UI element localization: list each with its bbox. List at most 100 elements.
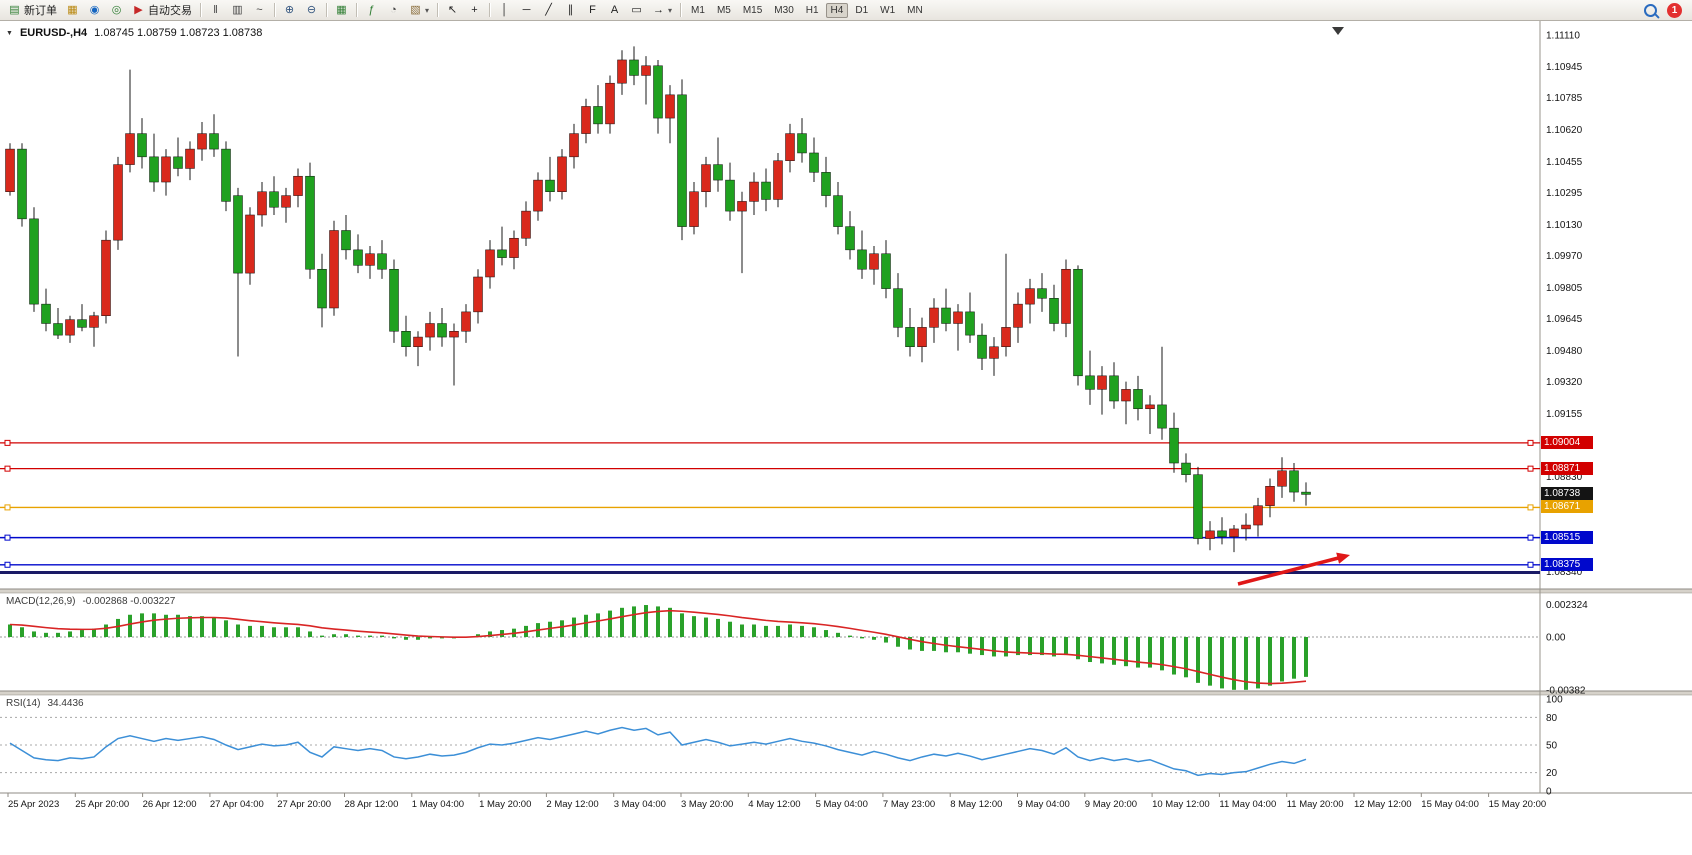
rsi-axis-label: 20 (1546, 768, 1558, 779)
time-axis-label: 5 May 04:00 (816, 799, 868, 810)
text-button[interactable]: A (604, 1, 625, 20)
pane-separator[interactable] (0, 691, 1692, 695)
fibonacci-button[interactable]: F (582, 1, 603, 20)
candle-bearish (1037, 288, 1047, 299)
candle-bullish (521, 210, 531, 239)
line-handle[interactable] (1527, 561, 1534, 568)
chart-window-button[interactable]: ▦ (62, 1, 83, 20)
horizontal-line-button[interactable]: ─ (516, 1, 537, 20)
price-axis-label: 1.10295 (1546, 188, 1583, 199)
notification-badge[interactable]: 1 (1667, 2, 1682, 18)
line-handle[interactable] (1527, 534, 1534, 541)
candle-bearish (1133, 389, 1143, 410)
timeframe-mn-button[interactable]: MN (907, 4, 923, 16)
channel-button[interactable]: ∥ (560, 1, 581, 20)
candle-bullish (605, 82, 615, 125)
macd-axis-label: 0.002324 (1546, 600, 1588, 611)
timeframe-m15-button[interactable]: M15 (742, 4, 763, 16)
candle-bullish (329, 230, 339, 309)
timeframe-m30-button[interactable]: M30 (774, 4, 794, 16)
autotrading-button[interactable]: ▶ 自动交易 (128, 1, 196, 20)
alerts-button[interactable]: ◉ (84, 1, 105, 20)
candle-bearish (209, 133, 219, 150)
candle-bearish (941, 307, 951, 324)
time-axis-label: 11 May 20:00 (1287, 799, 1344, 810)
line-handle[interactable] (1527, 439, 1534, 446)
trendline-button[interactable]: ╱ (538, 1, 559, 20)
candle-bearish (1049, 298, 1059, 324)
ohlc-label: 1.08745 1.08759 1.08723 1.08738 (94, 27, 263, 39)
periods-button[interactable]: ◔ (383, 1, 404, 20)
candle-bullish (101, 239, 111, 316)
candlestick-chart-icon: ▥ (232, 3, 243, 16)
candle-bearish (53, 323, 63, 336)
chart-window: 1.11110 1.10945 1.10785 1.10620 1.10455 1.102… (0, 21, 1692, 855)
candle-bullish (917, 327, 927, 348)
one-click-trading-toggle[interactable]: ▼ (6, 29, 13, 37)
candle-bearish (221, 148, 231, 202)
line-handle[interactable] (4, 439, 11, 446)
price-axis-label: 1.10945 (1546, 62, 1583, 73)
new-order-button[interactable]: ▤ 新订单 (4, 1, 61, 20)
label-button[interactable]: ▭ (626, 1, 647, 20)
chart-canvas[interactable]: 1.11110 1.10945 1.10785 1.10620 1.10455 1.102… (0, 21, 1692, 855)
candle-bearish (1073, 268, 1083, 377)
rsi-axis-label: 0 (1546, 787, 1552, 798)
refresh-button[interactable]: ◎ (106, 1, 127, 20)
crosshair-button[interactable]: + (464, 1, 485, 20)
candle-bullish (413, 336, 423, 348)
candle-bearish (893, 288, 903, 328)
price-axis[interactable] (1540, 21, 1692, 793)
candle-bearish (1157, 404, 1167, 429)
price-axis-label: 1.08830 (1546, 472, 1583, 483)
trendline-icon: ╱ (545, 3, 552, 16)
price-axis-label: 1.11110 (1546, 30, 1580, 41)
line-chart-button[interactable]: ~ (249, 1, 270, 20)
timeframe-m5-button[interactable]: M5 (716, 4, 731, 16)
search-icon[interactable] (1644, 3, 1657, 17)
price-axis-label: 1.09320 (1546, 377, 1583, 388)
trend-arrow-annotation[interactable] (1237, 555, 1343, 586)
timeframe-h4-button[interactable]: H4 (825, 2, 849, 18)
vertical-line-icon: │ (501, 3, 508, 16)
line-handle[interactable] (4, 465, 11, 472)
tile-windows-button[interactable]: ▦ (331, 1, 352, 20)
arrows-button[interactable]: → ▾ (648, 1, 676, 20)
channel-icon: ∥ (567, 3, 574, 16)
pane-separator[interactable] (0, 589, 1692, 593)
time-axis[interactable] (0, 793, 1540, 813)
timeframe-h1-button[interactable]: H1 (805, 4, 819, 16)
candle-bullish (1205, 530, 1215, 539)
line-handle[interactable] (1527, 504, 1534, 511)
timeframe-m1-button[interactable]: M1 (691, 4, 705, 16)
candlestick-chart-button[interactable]: ▥ (227, 1, 248, 20)
candle-bearish (317, 268, 327, 309)
cursor-button[interactable]: ↖ (442, 1, 463, 20)
candle-bullish (113, 164, 123, 241)
macd-panel-label: MACD(12,26,9) -0.002868 -0.003227 (6, 596, 175, 607)
candle-bullish (1229, 528, 1239, 537)
price-axis-label: 1.10130 (1546, 220, 1583, 231)
timeframe-w1-button[interactable]: W1 (880, 4, 896, 16)
price-axis-label: 1.09805 (1546, 283, 1583, 294)
macd-values: -0.002868 -0.003227 (82, 596, 176, 607)
line-handle[interactable] (4, 561, 11, 568)
candle-bullish (1241, 524, 1251, 530)
vertical-line-button[interactable]: │ (494, 1, 515, 20)
line-handle[interactable] (4, 504, 11, 511)
line-chart-icon: ~ (256, 3, 263, 16)
indicators-button[interactable]: ƒ (361, 1, 382, 20)
zoom-in-button[interactable]: ⊕ (279, 1, 300, 20)
candle-bearish (833, 195, 843, 227)
chart-shift-marker[interactable] (1332, 27, 1344, 35)
candle-bearish (401, 331, 411, 348)
price-axis-label: 1.09480 (1546, 346, 1583, 357)
timeframe-d1-button[interactable]: D1 (855, 4, 869, 16)
candle-bearish (905, 327, 915, 348)
bar-chart-button[interactable]: ǁ (205, 1, 226, 20)
line-handle[interactable] (4, 534, 11, 541)
templates-button[interactable]: ▧ ▾ (405, 1, 433, 20)
line-handle[interactable] (1527, 465, 1534, 472)
zoom-out-button[interactable]: ⊖ (301, 1, 322, 20)
candle-bearish (653, 65, 663, 119)
